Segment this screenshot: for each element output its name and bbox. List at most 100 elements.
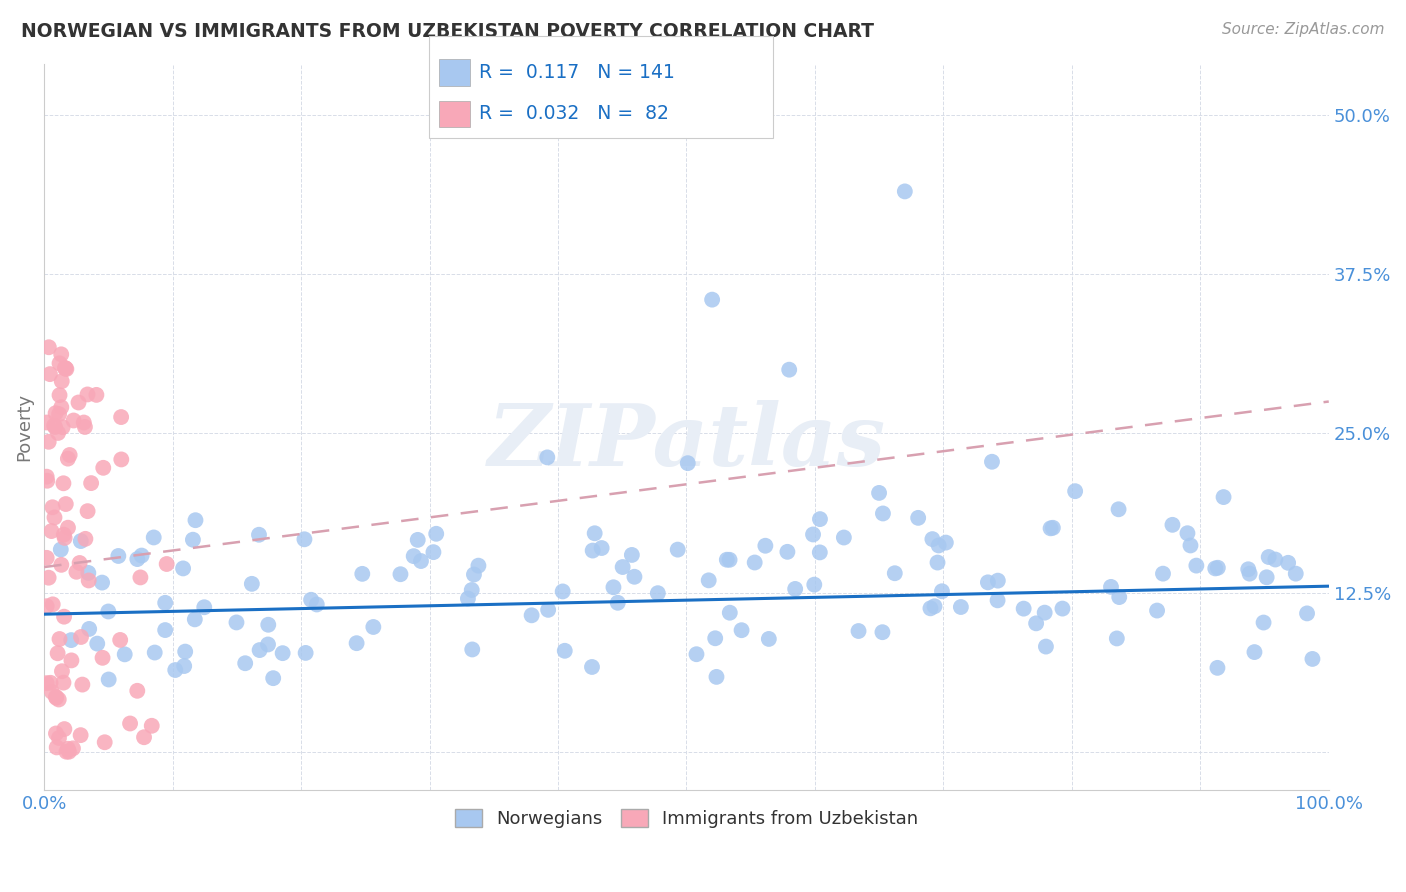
Point [907, 511, 929, 525]
Text: ZIPatlas: ZIPatlas [488, 400, 886, 483]
Point [51, 558, 73, 572]
Point [45, 690, 67, 705]
Point [48, 731, 70, 745]
Point [46, 646, 69, 660]
Point [73, 416, 96, 430]
Point [51, 374, 73, 388]
Point [44, 420, 66, 434]
Point [1237, 562, 1260, 576]
Point [803, 577, 825, 591]
Point [1105, 632, 1128, 646]
Point [551, 584, 574, 599]
Point [1296, 607, 1319, 621]
Point [716, 552, 738, 566]
Point [778, 362, 800, 376]
Point [56, 741, 79, 756]
Point [48, 407, 70, 421]
Point [72, 677, 94, 691]
Point [352, 566, 374, 581]
Point [53, 722, 76, 736]
Point [62, 741, 84, 756]
Point [35, 469, 58, 483]
Point [53, 531, 76, 545]
Point [271, 646, 294, 660]
Y-axis label: Poverty: Poverty [15, 392, 32, 461]
Point [52, 420, 75, 434]
Point [1042, 521, 1064, 535]
Point [981, 455, 1004, 469]
Point [583, 526, 606, 541]
Point [1099, 580, 1122, 594]
Point [35, 599, 58, 614]
Point [461, 642, 484, 657]
Point [872, 625, 894, 640]
Point [931, 584, 953, 599]
Point [44, 510, 66, 524]
Point [76, 387, 98, 401]
Point [1180, 538, 1202, 552]
Point [51, 401, 73, 415]
Point [153, 596, 176, 610]
Point [1285, 566, 1308, 581]
Point [894, 185, 917, 199]
Point [920, 601, 942, 615]
Point [872, 507, 894, 521]
Point [1212, 490, 1234, 504]
Point [294, 646, 316, 660]
Point [55, 361, 77, 376]
Point [1256, 570, 1278, 584]
Point [108, 632, 131, 647]
Point [977, 575, 1000, 590]
Point [141, 719, 163, 733]
Point [602, 580, 624, 594]
Point [1012, 601, 1035, 615]
Point [1177, 526, 1199, 541]
Point [56, 521, 79, 535]
Point [58, 745, 80, 759]
Point [142, 531, 165, 545]
Point [55, 497, 77, 511]
Point [299, 592, 322, 607]
Point [1146, 603, 1168, 617]
Point [754, 539, 776, 553]
Point [620, 548, 643, 562]
Point [247, 527, 270, 541]
Point [1257, 549, 1279, 564]
Point [77, 622, 100, 636]
Point [1243, 645, 1265, 659]
Point [48, 388, 70, 402]
Point [77, 566, 100, 580]
Point [409, 554, 432, 568]
Point [776, 545, 799, 559]
Point [52, 675, 75, 690]
Point [53, 609, 76, 624]
Point [1264, 552, 1286, 566]
Point [1239, 566, 1261, 581]
Point [184, 513, 207, 527]
Point [949, 600, 972, 615]
Point [1301, 652, 1323, 666]
Point [1035, 640, 1057, 654]
Point [80, 476, 103, 491]
Point [581, 660, 603, 674]
Point [240, 577, 263, 591]
Point [935, 535, 957, 549]
Point [55, 745, 77, 759]
Point [45, 690, 67, 704]
Point [402, 549, 425, 563]
Point [700, 293, 723, 307]
Point [233, 657, 256, 671]
Point [129, 570, 152, 584]
Point [1108, 502, 1130, 516]
Text: Source: ZipAtlas.com: Source: ZipAtlas.com [1222, 22, 1385, 37]
Point [91, 575, 114, 590]
Point [305, 598, 328, 612]
Point [363, 620, 385, 634]
Point [181, 533, 204, 547]
Point [718, 553, 741, 567]
Point [45, 740, 67, 755]
Point [39, 675, 62, 690]
Point [52, 527, 75, 541]
Point [91, 460, 114, 475]
Point [37, 474, 59, 488]
